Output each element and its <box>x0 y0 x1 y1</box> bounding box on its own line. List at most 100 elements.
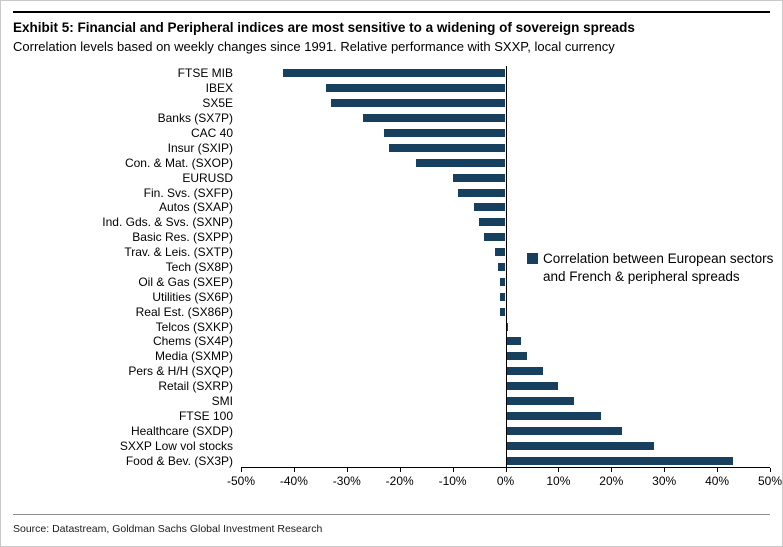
bar-area <box>241 349 770 364</box>
chart-row: IBEX <box>13 81 770 96</box>
bar-area <box>241 170 770 185</box>
bar-area <box>241 438 770 453</box>
bar <box>473 203 506 212</box>
category-label: Ind. Gds. & Svs. (SXNP) <box>102 215 233 230</box>
bar <box>505 456 733 465</box>
bar <box>505 322 509 331</box>
bar-area <box>241 260 770 275</box>
category-label: Trav. & Leis. (SXTP) <box>124 245 233 260</box>
category-label: SMI <box>211 394 233 409</box>
bar-area <box>241 379 770 394</box>
bar <box>500 307 506 316</box>
legend: Correlation between European sectors and… <box>527 250 779 285</box>
x-tick-label: 30% <box>652 474 677 489</box>
bar-area <box>241 289 770 304</box>
category-label: EURUSD <box>182 170 233 185</box>
bar <box>389 143 506 152</box>
category-label: Insur (SXIP) <box>167 140 233 155</box>
chart-row: CAC 40 <box>13 126 770 141</box>
x-tick-mark <box>717 468 719 473</box>
bar-chart: FTSE MIB IBEX SX5E Banks (SX7P) CAC 40 Insur … <box>13 66 782 490</box>
category-label: IBEX <box>205 81 233 96</box>
x-tick-mark <box>452 468 454 473</box>
category-label: Tech (SX8P) <box>165 260 233 275</box>
category-label: Food & Bev. (SX3P) <box>125 453 233 468</box>
bar <box>505 411 601 420</box>
bar <box>505 337 522 346</box>
top-rule <box>13 11 770 13</box>
chart-row: FTSE 100 <box>13 408 770 423</box>
x-tick-mark <box>770 468 771 473</box>
bar-area <box>241 155 770 170</box>
category-label: Oil & Gas (SXEP) <box>138 274 233 289</box>
bar-area <box>241 423 770 438</box>
bar <box>484 233 506 242</box>
chart-row: Utilities (SX6P) <box>13 289 770 304</box>
chart-row: EURUSD <box>13 170 770 185</box>
x-tick-mark <box>505 468 507 473</box>
chart-row: Pers & H/H (SXQP) <box>13 364 770 379</box>
category-label: Pers & H/H (SXQP) <box>128 364 233 379</box>
chart-row: Banks (SX7P) <box>13 111 770 126</box>
bar-area <box>241 140 770 155</box>
x-axis-line <box>241 467 770 469</box>
x-tick-label: -10% <box>438 474 467 489</box>
chart-row: Retail (SXRP) <box>13 379 770 394</box>
bar <box>330 99 506 108</box>
category-label: FTSE 100 <box>178 408 233 423</box>
chart-row: Chems (SX4P) <box>13 334 770 349</box>
bar <box>494 248 506 257</box>
chart-row: SXXP Low vol stocks <box>13 438 770 453</box>
bar-area <box>241 200 770 215</box>
chart-row: SMI <box>13 394 770 409</box>
x-tick-mark <box>241 468 242 473</box>
category-label: Autos (SXAP) <box>158 200 233 215</box>
bar <box>362 114 506 123</box>
bar <box>505 367 543 376</box>
legend-label: Correlation between European sectors and… <box>543 251 774 284</box>
chart-row: Food & Bev. (SX3P) <box>13 453 770 468</box>
bar-area <box>241 245 770 260</box>
category-label: Telcos (SXKP) <box>155 319 233 334</box>
bar-area <box>241 215 770 230</box>
bar-area <box>241 319 770 334</box>
x-tick-mark <box>346 468 348 473</box>
bar <box>415 158 506 167</box>
x-axis: -50% -40% -30% -20% -10% 0% 10% 20% 30% 40% 50% <box>227 468 782 490</box>
category-label: Media (SXMP) <box>154 349 233 364</box>
x-tick-label: 0% <box>496 474 515 489</box>
bar <box>500 277 506 286</box>
category-label: Basic Res. (SXPP) <box>132 230 233 245</box>
x-tick-label: -30% <box>332 474 361 489</box>
category-label: Healthcare (SXDP) <box>130 423 233 438</box>
x-tick-mark <box>293 468 295 473</box>
bar <box>383 129 506 137</box>
chart-row: Autos (SXAP) <box>13 200 770 215</box>
bar <box>505 382 559 391</box>
chart-row: Healthcare (SXDP) <box>13 423 770 438</box>
category-label: SX5E <box>202 96 233 111</box>
bar <box>325 84 506 93</box>
chart-rows: FTSE MIB IBEX SX5E Banks (SX7P) CAC 40 Insur … <box>13 66 770 469</box>
exhibit-title: Exhibit 5: Financial and Peripheral indi… <box>13 20 635 35</box>
chart-row: Tech (SX8P) <box>13 260 770 275</box>
bar-area <box>241 96 770 111</box>
category-label: Fin. Svs. (SXFP) <box>143 185 233 200</box>
bar-area <box>241 66 770 81</box>
chart-row: SX5E <box>13 96 770 111</box>
x-tick-mark <box>611 468 613 473</box>
category-label: Utilities (SX6P) <box>152 289 233 304</box>
x-tick-label: -50% <box>226 474 256 489</box>
x-tick-mark <box>399 468 401 473</box>
bar <box>452 173 506 182</box>
bar <box>497 263 506 272</box>
category-label: SXXP Low vol stocks <box>119 438 233 453</box>
chart-row: Telcos (SXKP) <box>13 319 770 334</box>
category-label: Con. & Mat. (SXOP) <box>124 155 233 170</box>
bar-area <box>241 185 770 200</box>
category-label: Retail (SXRP) <box>158 379 233 394</box>
bar <box>505 352 527 361</box>
bar-area <box>241 81 770 96</box>
chart-row: Real Est. (SX86P) <box>13 304 770 319</box>
